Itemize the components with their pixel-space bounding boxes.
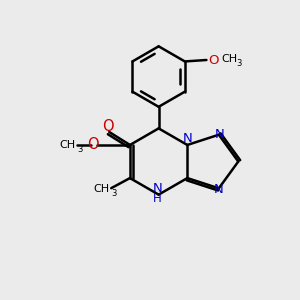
Text: N: N: [182, 132, 192, 145]
Text: 3: 3: [78, 145, 83, 154]
Text: O: O: [88, 137, 99, 152]
Text: O: O: [102, 119, 114, 134]
Text: H: H: [153, 193, 162, 206]
Text: CH: CH: [59, 140, 75, 150]
Text: O: O: [208, 53, 218, 67]
Text: 3: 3: [112, 189, 117, 198]
Text: CH: CH: [94, 184, 110, 194]
Text: CH: CH: [221, 54, 238, 64]
Text: N: N: [152, 182, 162, 195]
Text: 3: 3: [236, 59, 241, 68]
Text: N: N: [214, 128, 224, 141]
Text: N: N: [214, 183, 224, 196]
